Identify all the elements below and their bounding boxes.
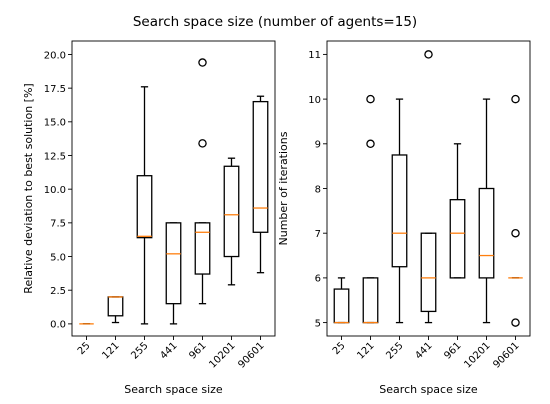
outlier-point [511,228,520,238]
y-tick-label: 0.0 [50,320,66,331]
x-tick-label: 441 [158,340,179,361]
y-tick-label: 10 [308,95,321,106]
x-tick-label: 90601 [236,340,266,370]
x-tick-label: 255 [129,340,150,361]
x-tick-label: 25 [76,340,93,357]
box-iqr [223,165,240,258]
y-tick-label: 7.5 [50,219,66,230]
box-iqr [420,232,437,313]
x-axis-label: Search space size [379,383,478,396]
outlier-point [366,139,375,149]
x-tick-label: 961 [187,340,208,361]
x-tick-label: 25 [331,340,348,357]
y-tick-label: 7 [315,229,321,240]
x-tick-label: 961 [442,340,463,361]
y-tick-label: 20.0 [44,50,66,61]
x-tick-label: 121 [100,340,121,361]
y-tick-label: 2.5 [50,286,66,297]
y-tick-label: 9 [315,140,321,151]
figure-title: Search space size (number of agents=15) [133,14,417,30]
box-iqr [449,199,466,279]
x-tick-label: 121 [355,340,376,361]
x-tick-label: 10201 [207,340,237,370]
y-axis-label: Number of iterations [277,131,290,245]
outlier-point [198,58,207,67]
x-tick-label: 90601 [491,340,521,370]
x-tick-label: 441 [413,340,434,361]
x-axis-label: Search space size [124,383,223,396]
box-iqr [391,154,408,268]
outlier-point [366,94,375,104]
y-tick-label: 8 [315,184,321,195]
box-iqr [478,187,495,279]
x-tick-label: 255 [384,340,405,361]
y-tick-label: 15.0 [44,118,66,129]
box-iqr [136,175,153,239]
outlier-point [511,94,520,104]
box-iqr [362,277,379,324]
x-tick-label: 10201 [462,340,492,370]
left-boxplot-panel: 0.0 2.5 5.0 7.5 10.0 12.5 15.0 17.5 20.0 25 121 255… [22,40,276,396]
y-tick-label: 5.0 [50,252,66,263]
y-tick-label: 10.0 [44,185,66,196]
outlier-point [511,318,520,327]
y-tick-label: 11 [308,50,321,61]
y-tick-label: 6 [315,274,321,285]
outlier-point [198,139,207,148]
axes-frame [326,40,531,337]
y-tick-label: 12.5 [44,151,66,162]
box-iqr [252,100,269,233]
box-iqr [107,296,124,317]
y-tick-label: 17.5 [44,84,66,95]
box-iqr [165,222,182,305]
outlier-point [424,50,433,59]
axes-frame [71,40,276,337]
y-axis-label: Relative deviation to best solution [%] [22,83,35,293]
y-tick-label: 5 [315,318,321,329]
box-iqr [333,288,350,324]
box-iqr [194,222,211,275]
